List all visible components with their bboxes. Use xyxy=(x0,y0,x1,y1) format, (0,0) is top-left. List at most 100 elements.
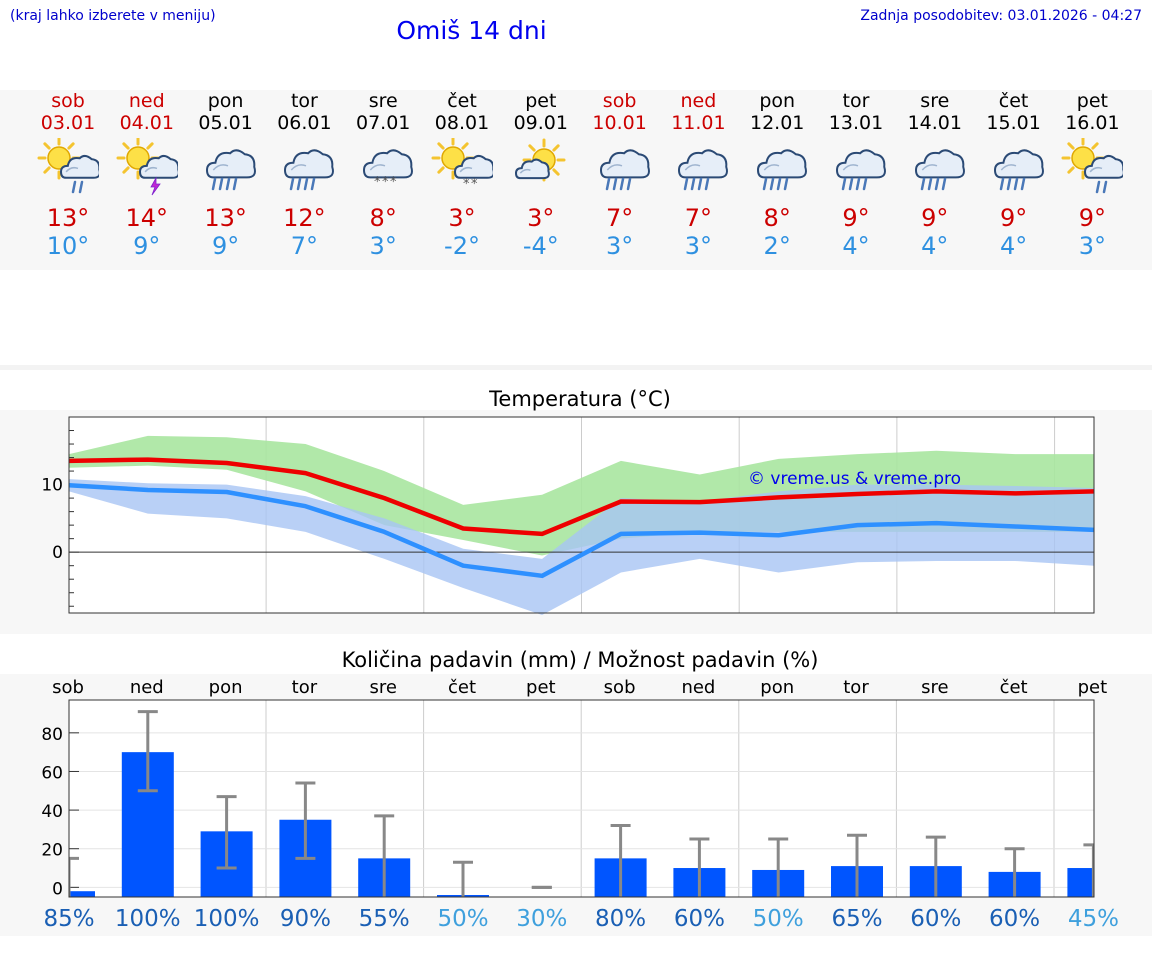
cloud-rain-icon xyxy=(914,149,965,191)
cloud-rain-icon xyxy=(205,149,256,191)
day-axis-label: tor xyxy=(843,677,869,698)
max-temperature: 9° xyxy=(842,204,870,232)
day-forecast: tor 06.01 12° 7° xyxy=(264,90,344,260)
precipitation-chart-title: Količina padavin (mm) / Možnost padavin … xyxy=(341,648,819,672)
day-axis-label: pet xyxy=(526,677,556,698)
day-axis-label: čet xyxy=(448,677,476,698)
day-axis-label: tor xyxy=(292,677,318,698)
day-name: čet xyxy=(998,90,1029,112)
day-forecast: tor 13.01 9° 4° xyxy=(816,90,896,260)
max-temperature: 9° xyxy=(1078,204,1107,232)
temperature-chart-title: Temperatura (°C) xyxy=(489,387,671,411)
svg-text:*: * xyxy=(382,175,389,190)
min-temperature: -2° xyxy=(444,232,480,260)
y-tick-label: 0 xyxy=(52,543,63,563)
y-tick-label: 60 xyxy=(41,763,63,783)
precipitation-bars xyxy=(69,710,1094,897)
day-name: sre xyxy=(368,90,398,112)
max-temperature: 9° xyxy=(921,204,949,232)
min-temperature: 4° xyxy=(999,232,1028,260)
day-date: 06.01 xyxy=(277,112,332,134)
cloud-rain-icon xyxy=(678,149,729,191)
max-temperature: 3° xyxy=(527,204,555,232)
min-temperature: 4° xyxy=(842,232,870,260)
precipitation-probability: 65% xyxy=(831,906,882,932)
sun-cloud-rain-icon xyxy=(37,138,99,194)
min-temperature: 9° xyxy=(133,232,161,260)
day-date: 10.01 xyxy=(592,112,647,134)
watermark: © vreme.us & vreme.pro xyxy=(748,469,961,489)
min-temperature: 7° xyxy=(290,232,319,260)
day-date: 11.01 xyxy=(671,112,726,134)
svg-text:*: * xyxy=(374,175,381,190)
day-forecast: pon 12.01 8° 2° xyxy=(737,90,817,260)
day-date: 03.01 xyxy=(40,112,96,134)
max-temperature: 12° xyxy=(283,204,326,232)
sun-cloud-thunder-icon xyxy=(116,138,178,196)
max-temperature: 9° xyxy=(999,204,1028,232)
temperature-chart: 0 10 © vreme.us & vreme.pro xyxy=(41,416,1095,616)
day-name: čet xyxy=(447,90,477,112)
day-date: 15.01 xyxy=(986,112,1041,134)
day-forecast: sre 14.01 9° 4° xyxy=(895,90,975,260)
precipitation-chart: 0 20 40 60 80 sob ned pon tor sre čet pet sob ned pon t… xyxy=(41,677,1119,932)
day-axis-label: ned xyxy=(130,677,164,698)
cloud-rain-icon xyxy=(599,149,650,191)
day-axis-label: sob xyxy=(52,677,84,698)
min-temperature: 3° xyxy=(605,232,634,260)
y-tick-label: 0 xyxy=(52,879,63,899)
day-date: 09.01 xyxy=(513,112,568,134)
day-forecast: pon 05.01 13° 9° xyxy=(186,90,266,260)
day-axis-label: ned xyxy=(681,677,715,698)
location-menu-hint[interactable]: (kraj lahko izberete v meniju) xyxy=(10,8,216,24)
day-date: 05.01 xyxy=(198,112,253,134)
last-updated: Zadnja posodobitev: 03.01.2026 - 04:27 xyxy=(860,8,1142,24)
precipitation-probability: 60% xyxy=(989,906,1040,932)
min-temperature: 3° xyxy=(1078,232,1107,260)
max-temperature-line xyxy=(68,457,1095,537)
day-date: 04.01 xyxy=(119,112,174,134)
min-temperature: 3° xyxy=(684,232,713,260)
y-tick-label: 20 xyxy=(41,841,63,861)
temperature-plot-border xyxy=(68,416,1095,614)
precipitation-probability: 55% xyxy=(359,906,410,932)
precipitation-probability: 100% xyxy=(115,906,181,932)
day-axis-label: sre xyxy=(369,677,396,698)
precipitation-probability: 85% xyxy=(43,906,94,932)
min-temperature: 9° xyxy=(211,232,240,260)
daily-forecast-strip: sob 03.01 13° 10° ned 04.01 14° 9° pon 05.01 13° 9°… xyxy=(0,90,1152,270)
max-temperature: 8° xyxy=(763,204,791,232)
sun-cloud-icon xyxy=(514,138,566,182)
day-date: 07.01 xyxy=(355,112,411,134)
precipitation-probability: 45% xyxy=(1068,906,1119,932)
precipitation-probability: 30% xyxy=(516,906,567,932)
max-temperature: 13° xyxy=(204,204,247,232)
max-temperature: 8° xyxy=(369,204,397,232)
day-axis-label: pet xyxy=(1078,677,1108,698)
precipitation-plot-border xyxy=(68,699,1095,898)
page-title: Omiš 14 dni xyxy=(396,16,547,45)
svg-text:*: * xyxy=(390,175,397,190)
min-temperature: -4° xyxy=(522,232,559,260)
min-temperature: 4° xyxy=(921,232,949,260)
precipitation-bar xyxy=(69,891,95,897)
day-axis-label: sob xyxy=(604,677,636,698)
cloud-snow-icon: * * * xyxy=(363,149,414,190)
day-date: 16.01 xyxy=(1065,112,1120,134)
precipitation-probability: 50% xyxy=(437,906,488,932)
day-name: sob xyxy=(51,90,85,112)
day-forecast: ned 11.01 7° 3° xyxy=(658,90,738,260)
min-temperature: 2° xyxy=(763,232,791,260)
day-date: 08.01 xyxy=(434,112,490,134)
day-forecast: ned 04.01 14° 9° xyxy=(107,90,187,260)
y-tick-label: 40 xyxy=(41,802,63,822)
max-temperature: 3° xyxy=(448,204,476,232)
max-temperature: 7° xyxy=(605,204,634,232)
min-temperature: 3° xyxy=(369,232,397,260)
cloud-rain-icon xyxy=(284,149,335,191)
day-name: pon xyxy=(759,90,796,112)
day-axis-label: čet xyxy=(1000,677,1028,698)
precipitation-probability: 60% xyxy=(674,906,725,932)
min-temperature-line xyxy=(68,483,1095,579)
svg-text:*: * xyxy=(471,177,478,192)
